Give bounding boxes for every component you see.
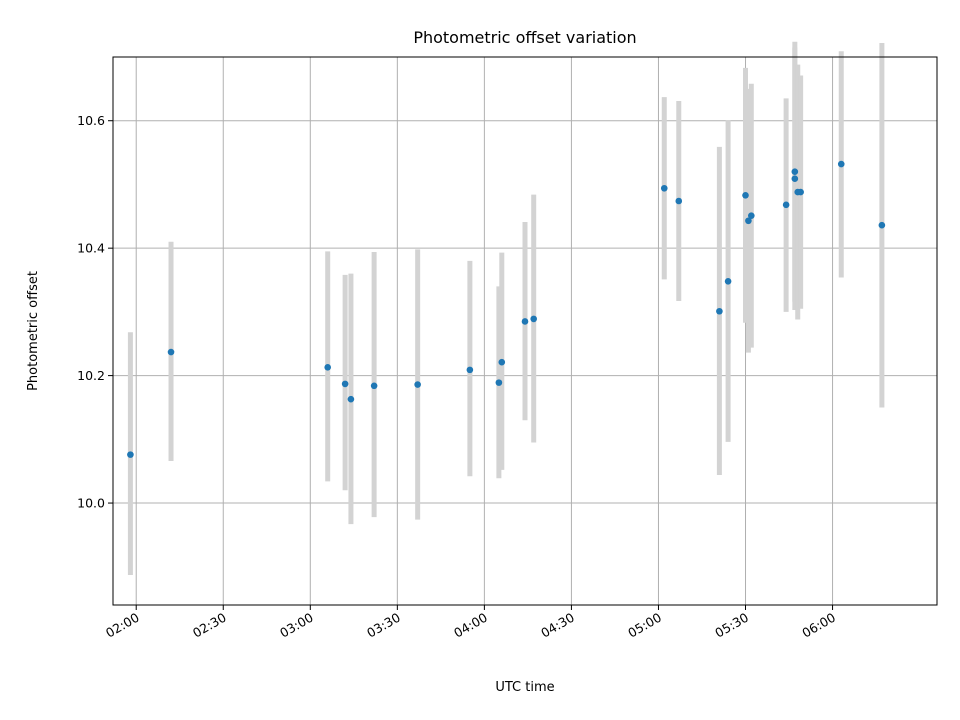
- data-point: [521, 318, 529, 325]
- data-point: [782, 201, 790, 209]
- data-point: [878, 221, 886, 229]
- data-point: [724, 277, 732, 285]
- x-tick-label: 05:30: [712, 610, 751, 641]
- data-point: [716, 307, 723, 315]
- data-point: [791, 175, 799, 183]
- data-point: [748, 212, 755, 219]
- data-point: [127, 451, 134, 458]
- data-point: [530, 315, 538, 323]
- y-tick-label: 10.2: [77, 368, 105, 383]
- data-point: [347, 395, 355, 403]
- data-point: [414, 381, 421, 388]
- data-point: [675, 197, 683, 205]
- data-point: [370, 382, 378, 390]
- x-tick-label: 03:00: [277, 610, 316, 641]
- x-tick-label: 05:00: [625, 610, 664, 641]
- error-bars: [127, 41, 885, 576]
- x-tick-label: 02:30: [190, 610, 229, 641]
- plot-frame: [112, 56, 938, 606]
- data-point: [341, 380, 349, 388]
- data-point: [466, 366, 474, 374]
- data-point: [837, 160, 845, 168]
- x-tick-label: 03:30: [364, 610, 403, 641]
- y-axis-ticks: 10.0 10.2 10.4 10.6: [77, 113, 113, 511]
- data-point: [324, 364, 332, 371]
- data-point: [660, 184, 668, 192]
- x-axis-ticks: 02:00 02:30 03:00 03:30 04:00 04:30 05:00 05:30…: [103, 605, 838, 641]
- data-point: [498, 358, 506, 366]
- data-point: [495, 379, 503, 386]
- y-tick-label: 10.0: [77, 496, 105, 511]
- y-tick-label: 10.6: [77, 113, 105, 128]
- data-point: [742, 191, 749, 199]
- y-tick-label: 10.4: [77, 241, 105, 256]
- x-tick-label: 06:00: [799, 610, 838, 641]
- data-point: [791, 168, 799, 175]
- data-point: [745, 217, 752, 225]
- y-axis-label: Photometric offset: [26, 271, 41, 391]
- data-point: [797, 188, 804, 196]
- x-tick-label: 04:00: [451, 610, 490, 641]
- data-point: [167, 348, 175, 356]
- data-points: [127, 160, 886, 458]
- x-axis-label: UTC time: [495, 680, 554, 695]
- x-tick-label: 04:30: [538, 610, 577, 641]
- chart-title: Photometric offset variation: [413, 28, 636, 47]
- x-tick-label: 02:00: [103, 610, 142, 641]
